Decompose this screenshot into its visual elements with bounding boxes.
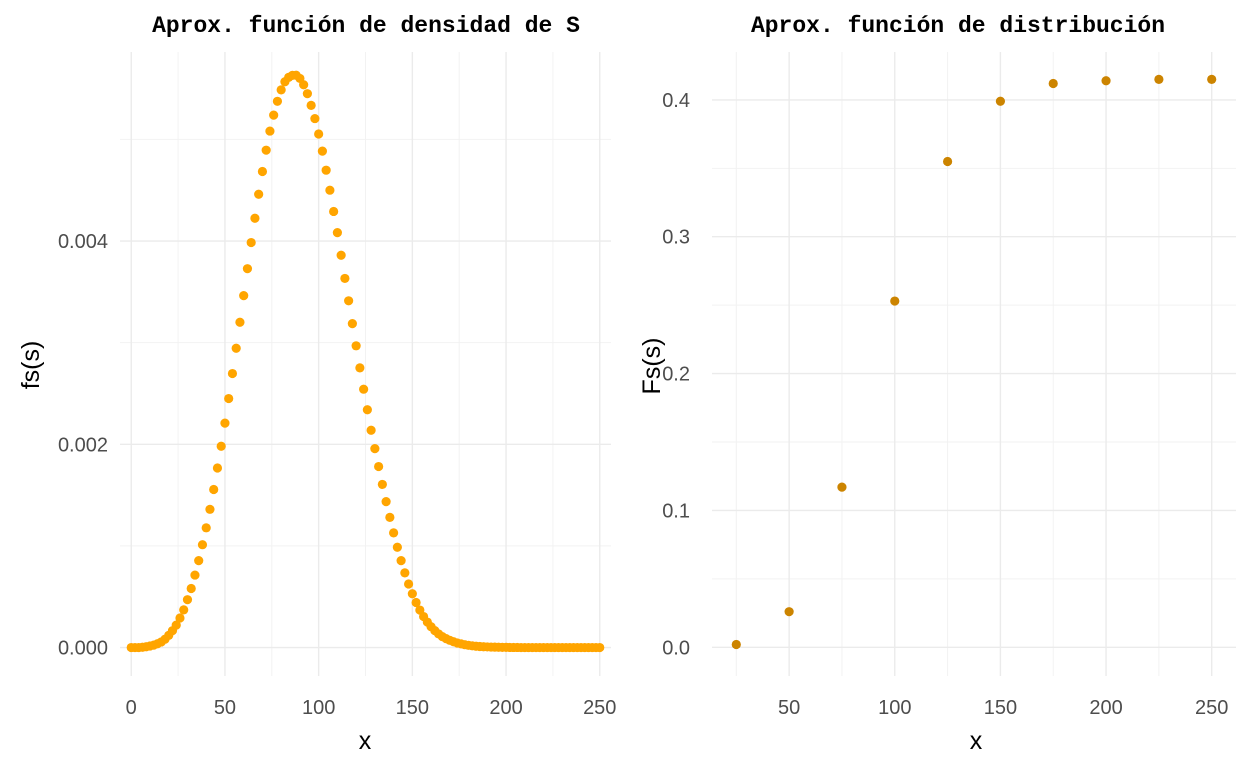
density-data-point bbox=[171, 620, 181, 630]
density-data-point bbox=[182, 595, 193, 605]
density-y-tick-label: 0.004 bbox=[58, 231, 108, 253]
density-data-point bbox=[265, 126, 275, 136]
density-data-point bbox=[355, 363, 365, 373]
density-data-point bbox=[227, 368, 238, 379]
density-data-point bbox=[257, 166, 268, 177]
density-data-point bbox=[302, 89, 312, 99]
density-data-point bbox=[407, 589, 417, 599]
density-data-point bbox=[272, 96, 283, 106]
distribution-title: Aprox. función de distribución bbox=[751, 13, 1165, 39]
density-data-point bbox=[404, 579, 414, 589]
density-data-point bbox=[392, 542, 402, 552]
density-data-point bbox=[205, 504, 215, 514]
density-data-point bbox=[254, 189, 264, 199]
distribution-data-point bbox=[995, 96, 1006, 106]
density-x-tick-label: 50 bbox=[214, 697, 236, 719]
distribution-x-tick-label: 100 bbox=[878, 697, 911, 719]
density-data-point bbox=[332, 227, 342, 238]
distribution-x-tick-label: 50 bbox=[778, 697, 800, 719]
density-data-point bbox=[246, 237, 256, 248]
density-x-tick-label: 250 bbox=[583, 697, 616, 719]
density-data-point bbox=[370, 444, 380, 454]
distribution-panel: Aprox. función de distribución 50 100 150 2… bbox=[638, 13, 1236, 755]
density-data-point bbox=[366, 425, 376, 435]
density-y-tick-label: 0.000 bbox=[58, 638, 108, 660]
density-x-tick-label: 200 bbox=[489, 697, 522, 719]
density-data-point bbox=[317, 146, 327, 156]
density-data-point bbox=[314, 129, 324, 139]
distribution-data-point bbox=[784, 607, 794, 617]
distribution-data-point bbox=[1207, 74, 1217, 84]
density-data-point bbox=[595, 642, 605, 653]
density-data-point bbox=[261, 145, 271, 155]
density-data-point bbox=[194, 556, 204, 566]
distribution-data-point bbox=[837, 482, 847, 492]
density-data-point bbox=[299, 80, 309, 90]
density-x-tick-label: 150 bbox=[396, 697, 429, 719]
density-data-point bbox=[340, 273, 350, 284]
density-data-point bbox=[242, 264, 253, 274]
density-data-point bbox=[400, 568, 410, 578]
density-data-point bbox=[329, 206, 339, 217]
density-title: Aprox. función de densidad de S bbox=[152, 13, 580, 39]
density-data-point bbox=[347, 319, 357, 329]
distribution-data-point bbox=[1048, 78, 1058, 89]
density-data-point bbox=[310, 113, 320, 124]
distribution-x-tick-label: 250 bbox=[1195, 697, 1228, 719]
density-data-point bbox=[306, 100, 316, 110]
density-data-point bbox=[344, 296, 354, 306]
density-x-tick-label: 0 bbox=[126, 697, 137, 719]
density-data-point bbox=[381, 497, 391, 507]
density-data-point bbox=[179, 605, 189, 615]
distribution-data-point bbox=[1154, 74, 1164, 84]
density-data-point bbox=[396, 556, 406, 566]
distribution-data-point bbox=[731, 639, 741, 650]
density-data-point bbox=[224, 393, 234, 404]
density-data-point bbox=[239, 291, 249, 301]
density-data-point bbox=[220, 418, 230, 428]
density-data-point bbox=[209, 484, 219, 495]
distribution-y-tick-label: 0.4 bbox=[662, 90, 690, 112]
distribution-y-tick-label: 0.1 bbox=[662, 500, 690, 522]
density-data-point bbox=[216, 441, 226, 451]
distribution-y-tick-label: 0.0 bbox=[662, 637, 690, 659]
distribution-data-point bbox=[1101, 76, 1111, 86]
density-data-point bbox=[212, 463, 223, 473]
distribution-y-axis-label: Fs(s) bbox=[638, 338, 666, 395]
density-y-tick-label: 0.002 bbox=[58, 434, 108, 456]
distribution-y-tick-label: 0.2 bbox=[662, 364, 690, 386]
density-data-point bbox=[190, 570, 200, 580]
density-data-point bbox=[362, 405, 372, 415]
density-data-point bbox=[385, 512, 395, 522]
density-data-point bbox=[197, 540, 208, 550]
density-panel: Aprox. función de densidad de S 0 50 100 15… bbox=[17, 13, 616, 755]
density-data-point bbox=[377, 479, 387, 490]
density-data-point bbox=[175, 613, 185, 623]
density-data-point bbox=[411, 597, 421, 608]
density-y-axis-label: fs(s) bbox=[17, 341, 45, 390]
distribution-data-point bbox=[942, 156, 953, 167]
distribution-data-point bbox=[890, 296, 900, 306]
density-data-point bbox=[186, 583, 196, 594]
density-data-point bbox=[374, 461, 384, 472]
density-data-point bbox=[235, 317, 245, 327]
density-data-point bbox=[389, 528, 399, 538]
distribution-x-axis-label: x bbox=[970, 727, 983, 755]
density-data-point bbox=[276, 85, 286, 95]
distribution-y-tick-label: 0.3 bbox=[662, 227, 690, 249]
density-data-point bbox=[351, 341, 361, 351]
density-data-point bbox=[321, 165, 331, 175]
density-data-point bbox=[250, 213, 260, 223]
distribution-x-tick-label: 150 bbox=[984, 697, 1017, 719]
density-data-point bbox=[269, 110, 279, 120]
density-data-point bbox=[201, 523, 211, 533]
density-data-point bbox=[336, 250, 346, 260]
density-data-point bbox=[359, 384, 369, 394]
distribution-x-tick-label: 200 bbox=[1089, 697, 1122, 719]
density-data-point bbox=[325, 185, 335, 195]
density-x-tick-label: 100 bbox=[302, 697, 335, 719]
density-x-axis-label: x bbox=[359, 727, 372, 755]
density-data-point bbox=[231, 343, 241, 353]
